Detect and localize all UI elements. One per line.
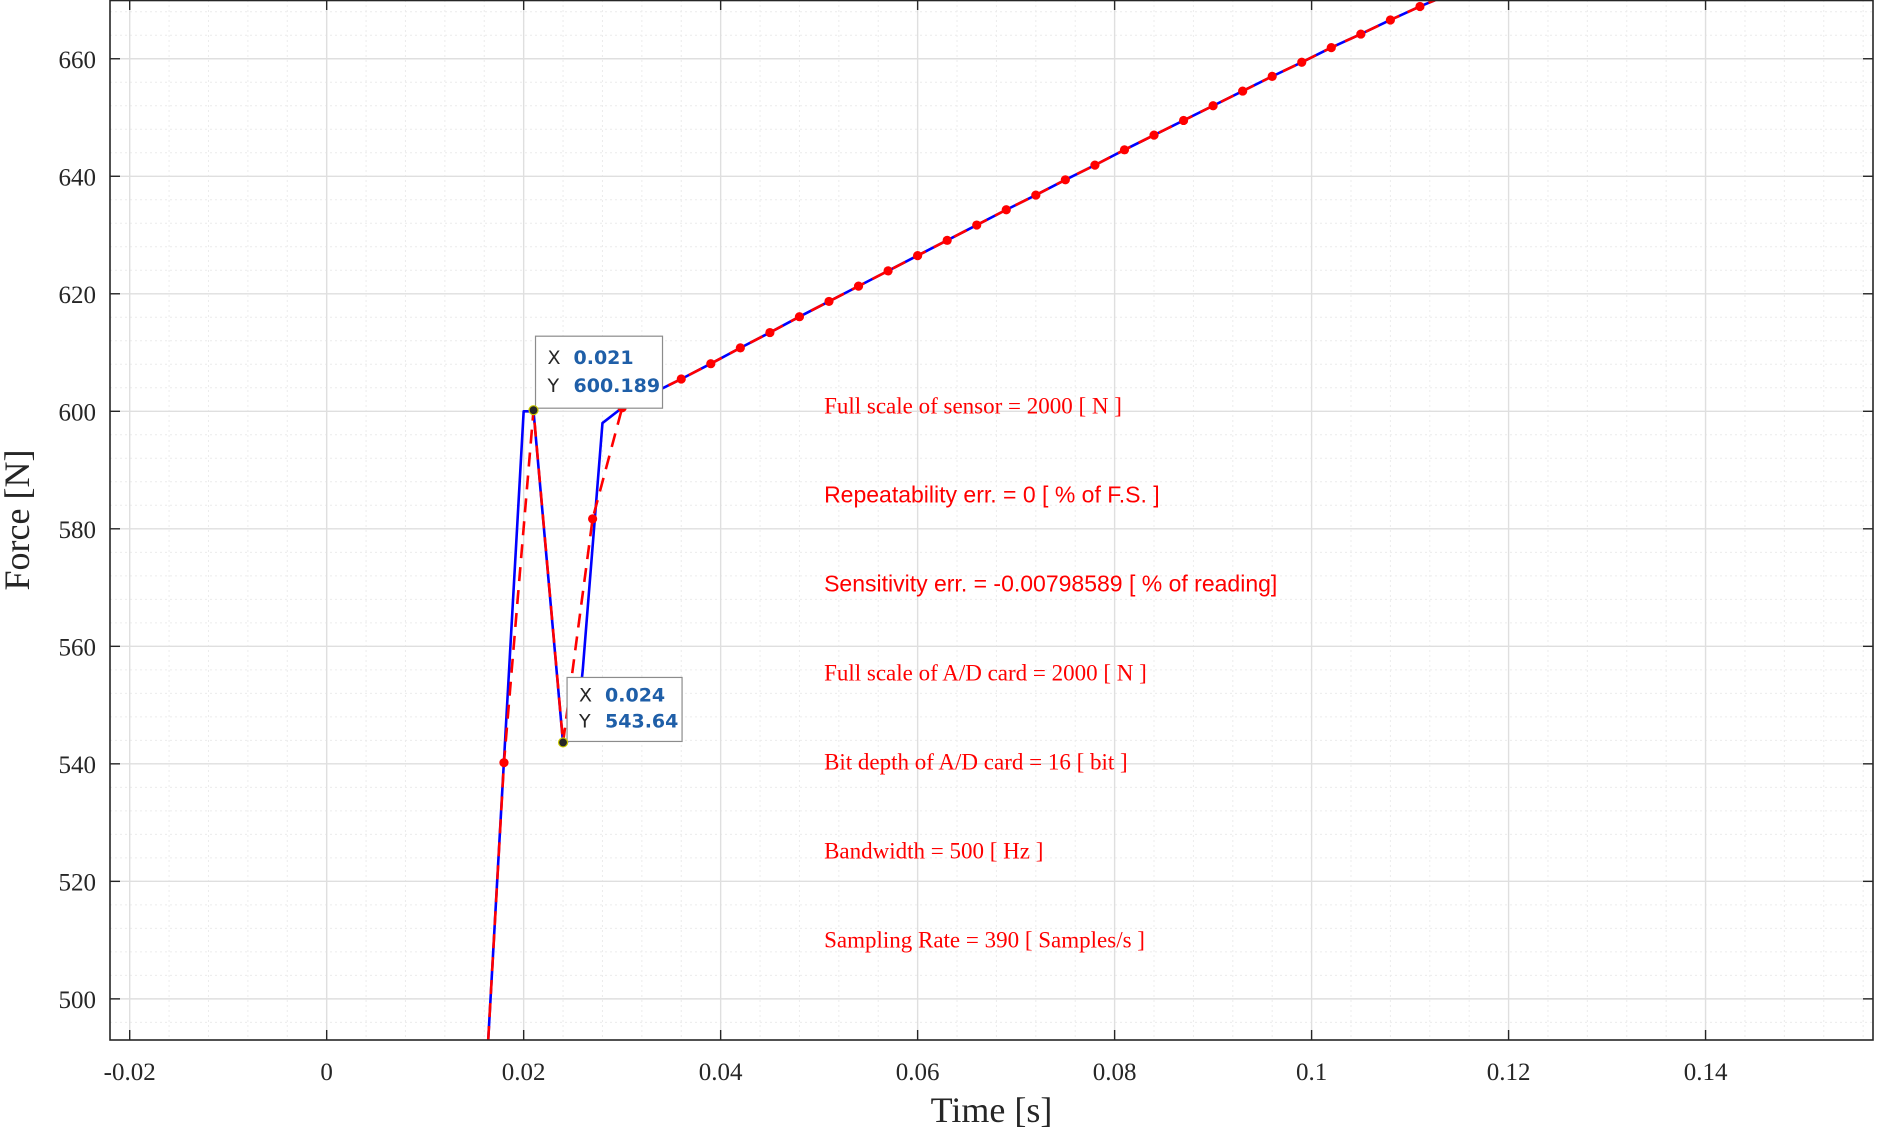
grid-layer (110, 0, 1873, 1040)
red-series-marker (588, 514, 598, 524)
x-tick-label: 0.14 (1684, 1059, 1728, 1086)
datatip-x-value: 0.021 (574, 347, 634, 369)
red-series-marker (765, 327, 775, 338)
datatip-box (534, 335, 664, 409)
red-series-marker (706, 359, 716, 369)
blue-solid-series-line (486, 0, 1439, 1040)
datatip: X 0.021 Y 600.189 (528, 335, 664, 416)
y-axis-label: Force [N] (0, 450, 37, 591)
y-tick-label: 600 (59, 399, 97, 426)
red-series-marker (1356, 29, 1366, 39)
red-series-marker (942, 235, 952, 245)
annotation-text: Bandwidth = 500 [ Hz ] (824, 838, 1043, 863)
red-series-marker (1178, 115, 1189, 126)
annotation-text: Full scale of sensor = 2000 [ N ] (824, 393, 1122, 418)
datatip-y-key: Y (578, 710, 591, 732)
red-series-marker (853, 281, 864, 291)
red-series-marker (1208, 101, 1218, 111)
y-tick-label: 620 (59, 282, 97, 309)
red-series-marker (1090, 160, 1100, 170)
x-tick-label: -0.02 (104, 1059, 156, 1086)
red-series-marker (972, 220, 982, 230)
red-series-marker (824, 296, 834, 307)
red-series-marker (1385, 15, 1395, 25)
datatip-point (557, 737, 569, 748)
datatip-layer: X 0.021 Y 600.189 X 0.024 Y 543.64 (528, 335, 683, 748)
y-tick-label: 560 (59, 634, 97, 661)
red-series-marker (1119, 145, 1130, 155)
datatip-x-value: 0.024 (605, 684, 665, 706)
annotation-text: Repeatability err. = 0 [ % of F.S. ] (824, 481, 1160, 507)
x-tick-label: 0.06 (896, 1059, 940, 1086)
annotation-text: Full scale of A/D card = 2000 [ N ] (824, 660, 1147, 685)
red-series-marker (1326, 42, 1336, 53)
y-tick-label: 580 (59, 517, 97, 544)
x-tick-label: 0.12 (1487, 1059, 1531, 1086)
red-series-marker (913, 250, 923, 261)
annotation-text: Bit depth of A/D card = 16 [ bit ] (824, 749, 1128, 774)
red-series-marker (1238, 86, 1248, 96)
datatip-x-key: X (548, 347, 561, 369)
red-series-marker (499, 758, 509, 768)
annotation-text: Sensitivity err. = -0.00798589 [ % of re… (824, 570, 1277, 596)
red-series-marker (735, 343, 745, 353)
datatip-y-value: 543.64 (605, 710, 678, 732)
datatip-x-key: X (579, 684, 592, 706)
axes-layer (109, 0, 1874, 1041)
y-tick-label: 540 (59, 752, 97, 779)
red-series-marker (794, 312, 805, 322)
datatip-box (566, 676, 683, 743)
annotation-layer: Full scale of sensor = 2000 [ N ] Repeata… (824, 393, 1277, 952)
red-series-marker (1149, 130, 1159, 140)
datatip-y-value: 600.189 (574, 375, 661, 397)
x-tick-label: 0.1 (1296, 1059, 1327, 1086)
red-series-marker (1031, 190, 1041, 200)
x-tick-label: 0 (320, 1059, 333, 1086)
x-tick-label: 0.08 (1093, 1059, 1137, 1086)
red-series-marker (883, 266, 893, 276)
x-tick-label: 0.02 (502, 1059, 546, 1086)
datatip-point (528, 405, 539, 416)
red-series-marker (1060, 175, 1070, 185)
y-tick-label: 640 (59, 164, 97, 191)
red-series-marker (1415, 1, 1425, 12)
tick-label-layer: -0.02 0 0.02 0.04 0.06 0.08 0.1 0.12 0.14 500 520 5… (59, 47, 1728, 1086)
red-series-marker (1267, 71, 1277, 81)
red-series-marker (676, 374, 686, 384)
y-tick-label: 500 (59, 987, 97, 1014)
y-tick-label: 520 (59, 869, 97, 896)
red-series-marker (1297, 57, 1307, 67)
red-series-marker (1001, 205, 1011, 215)
datatip: X 0.024 Y 543.64 (557, 676, 683, 748)
datatip-y-key: Y (547, 375, 560, 397)
plot-background (110, 0, 1873, 1040)
annotation-text: Sampling Rate = 390 [ Samples/s ] (824, 927, 1145, 952)
y-tick-label: 660 (59, 47, 97, 74)
axes-box (109, 0, 1874, 1041)
x-axis-label: Time [s] (931, 1090, 1053, 1130)
x-tick-label: 0.04 (699, 1059, 743, 1086)
